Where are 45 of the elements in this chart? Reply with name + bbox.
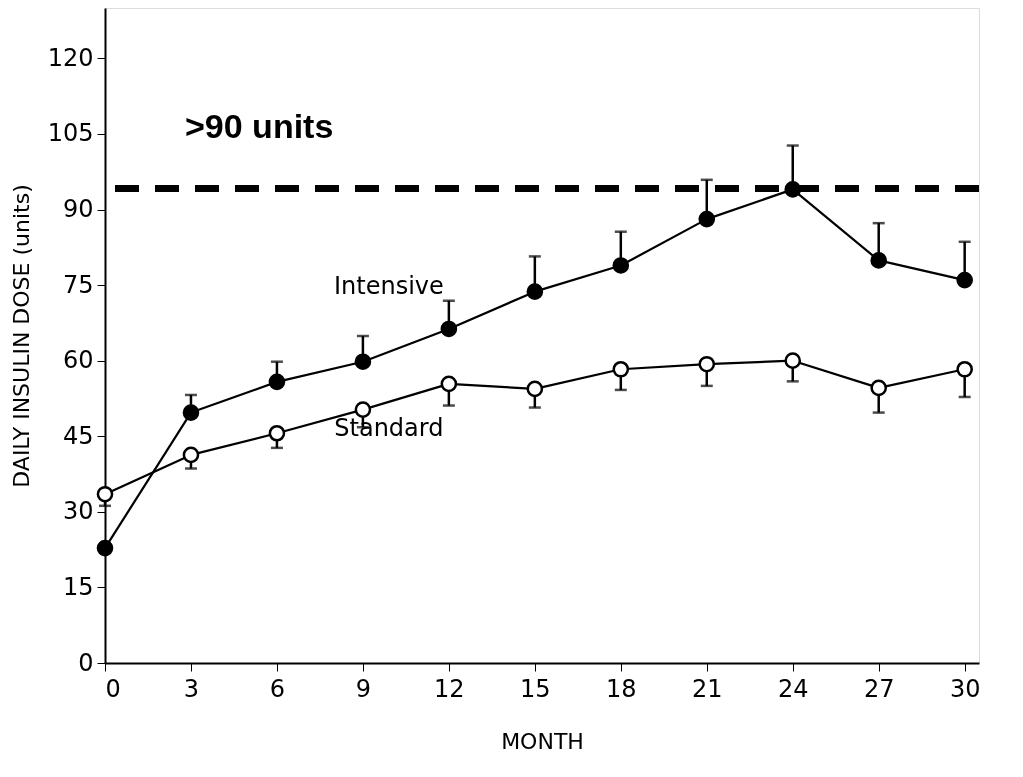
y-tick-label: 75 <box>62 270 94 299</box>
x-tick-label: 21 <box>692 674 723 703</box>
y-tick-label: 0 <box>78 648 94 677</box>
y-tick-label: 120 <box>47 43 94 72</box>
x-tick-label: 15 <box>520 674 551 703</box>
point <box>784 352 802 369</box>
point <box>354 401 372 418</box>
y-tick-label: 15 <box>62 572 94 601</box>
point <box>96 539 114 557</box>
point <box>956 360 973 378</box>
x-tick-label: 12 <box>434 674 465 703</box>
x-tick-label: 6 <box>269 674 286 703</box>
ref-line-label: >90 units <box>185 107 334 146</box>
y-tick-label: 45 <box>62 421 94 450</box>
x-tick-label: 24 <box>777 674 809 703</box>
point <box>182 404 200 421</box>
x-tick-label: 3 <box>183 674 200 703</box>
point <box>354 353 372 371</box>
point <box>440 375 458 393</box>
point <box>440 320 458 338</box>
point <box>182 446 200 464</box>
x-tick-label: 18 <box>606 674 637 703</box>
series-label: Standard <box>334 413 444 442</box>
point <box>268 424 286 442</box>
point <box>612 257 630 274</box>
y-tick-label: 90 <box>62 195 94 224</box>
point <box>956 271 973 289</box>
y-axis-title: DAILY INSULIN DOSE (units) <box>8 184 34 488</box>
x-tick-label: 9 <box>355 674 372 703</box>
point <box>870 379 888 397</box>
point <box>870 252 888 269</box>
point <box>698 355 716 373</box>
x-tick-label: 30 <box>949 674 981 703</box>
point <box>612 360 630 378</box>
point <box>526 380 544 398</box>
y-tick-label: 105 <box>47 119 94 148</box>
point <box>698 210 716 228</box>
x-tick-label: 27 <box>863 674 895 703</box>
point <box>268 373 286 391</box>
y-tick-label: 30 <box>62 497 94 526</box>
x-axis-title: MONTH <box>501 728 584 754</box>
series-label: Intensive <box>333 271 444 300</box>
x-tick-label: 0 <box>105 674 121 703</box>
y-tick-label: 60 <box>62 346 94 375</box>
point <box>526 283 544 300</box>
